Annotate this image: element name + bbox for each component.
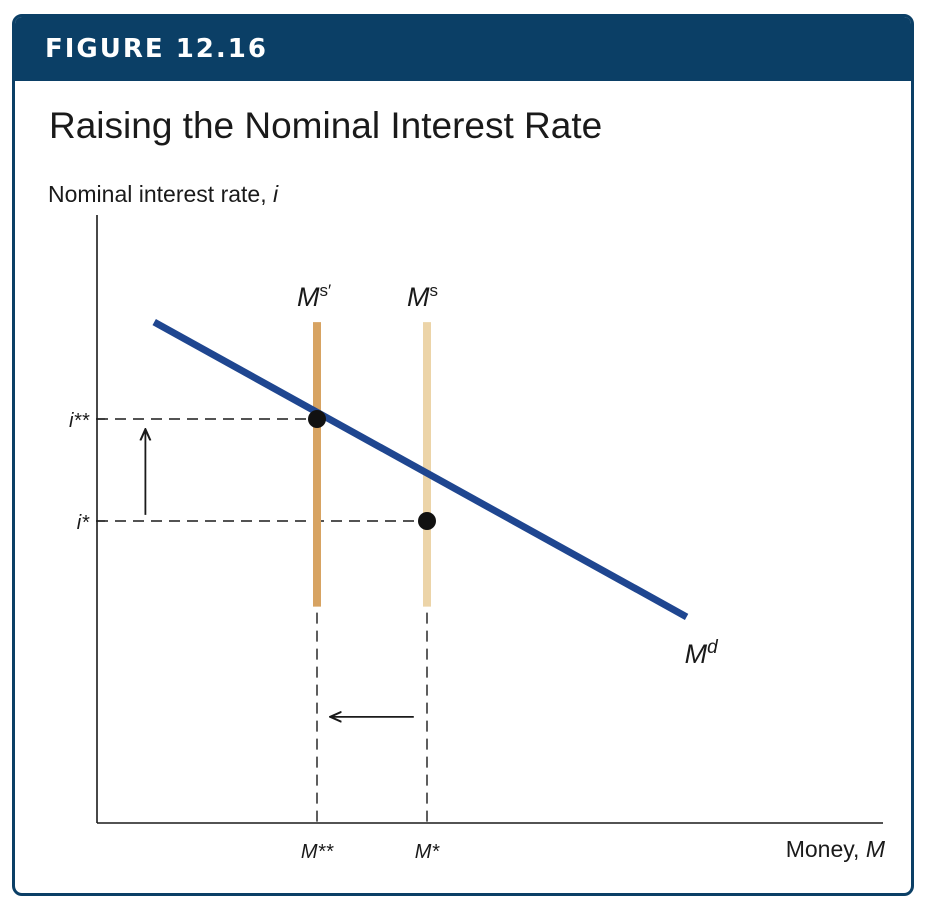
- y-tick-label: i*: [77, 512, 90, 534]
- supply-label: Ms: [407, 281, 438, 312]
- supply-label-superscript: s: [430, 281, 439, 300]
- x-tick-label: M**: [301, 841, 334, 863]
- figure-header: FIGURE 12.16: [15, 17, 911, 81]
- supply-curves: [313, 322, 431, 607]
- equilibrium-point: [308, 410, 326, 428]
- figure-label: FIGURE 12.16: [45, 34, 268, 64]
- chart-labels: i** i* Ms′ Ms M** M* Md: [69, 281, 719, 863]
- y-axis-label: Nominal interest rate, i: [48, 181, 279, 207]
- equilibrium-point: [418, 512, 436, 530]
- y-tick-label: i**: [69, 410, 90, 432]
- demand-label-superscript: d: [707, 637, 719, 658]
- demand-curve: [152, 319, 689, 620]
- supply-label: Ms′: [297, 281, 331, 312]
- demand-label: Md: [685, 637, 720, 669]
- supply-label-superscript: s′: [320, 281, 332, 300]
- figure-title: Raising the Nominal Interest Rate: [49, 105, 603, 146]
- x-tick-label: M*: [415, 841, 441, 863]
- x-axis-label: Money, M: [786, 836, 886, 862]
- figure-frame: FIGURE 12.16 Raising the Nominal Interes…: [12, 14, 914, 896]
- demand-line: [152, 319, 689, 620]
- guide-lines: [96, 418, 428, 823]
- equilibrium-points: [308, 410, 436, 530]
- shift-arrows: [145, 429, 414, 717]
